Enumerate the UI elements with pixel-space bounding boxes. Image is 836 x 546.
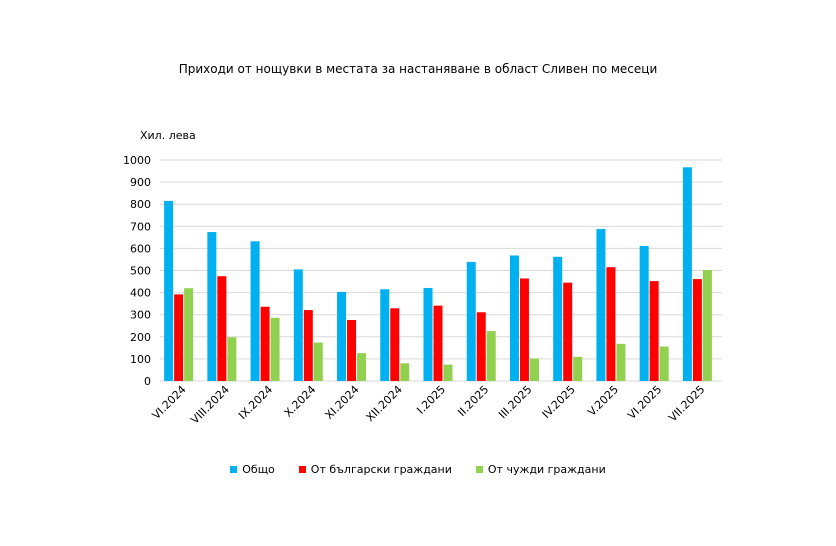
bar-2	[227, 337, 237, 381]
y-tick-label: 500	[130, 265, 151, 278]
x-tick-label: IX.2024	[236, 383, 275, 422]
bar-1	[519, 278, 529, 381]
bar-2	[573, 356, 583, 381]
legend-item: От чужди граждани	[475, 463, 606, 476]
y-tick-label: 900	[130, 176, 151, 189]
bar-2	[184, 288, 194, 381]
bar-0	[293, 269, 303, 381]
y-tick-label: 800	[130, 198, 151, 211]
bar-0	[207, 232, 217, 381]
bar-2	[702, 270, 712, 381]
y-tick-label: 1000	[123, 154, 151, 167]
bar-1	[606, 267, 616, 381]
bar-2	[270, 317, 280, 381]
bar-1	[217, 276, 227, 381]
bar-2	[313, 342, 323, 381]
y-tick-label: 600	[130, 242, 151, 255]
bar-0	[380, 289, 390, 381]
bar-2	[529, 358, 539, 381]
bar-1	[476, 312, 486, 381]
bar-2	[616, 343, 626, 381]
y-tick-label: 100	[130, 353, 151, 366]
x-tick-label: IV.2025	[540, 383, 578, 421]
bar-1	[692, 279, 702, 381]
y-tick-label: 400	[130, 287, 151, 300]
bar-0	[337, 291, 347, 381]
x-tick-label: VI.2024	[150, 383, 189, 422]
legend-item: Общо	[230, 463, 275, 476]
bar-0	[509, 255, 519, 381]
x-tick-label: XII.2024	[364, 383, 405, 424]
bar-1	[347, 320, 357, 381]
legend-item: От български граждани	[298, 463, 452, 476]
legend-label: От български граждани	[310, 463, 452, 476]
x-tick-label: VII.2025	[666, 383, 707, 424]
bar-0	[596, 228, 606, 381]
legend-label: От чужди граждани	[487, 463, 606, 476]
bar-1	[649, 281, 659, 381]
bar-1	[563, 282, 573, 381]
legend: Общо От български граждани От чужди гражда…	[0, 463, 836, 476]
bar-0	[639, 245, 649, 381]
y-tick-label: 200	[130, 331, 151, 344]
bar-2	[357, 353, 367, 381]
y-tick-label: 300	[130, 309, 151, 322]
x-tick-label: VI.2025	[625, 383, 664, 422]
bar-1	[174, 294, 184, 381]
x-tick-label: V.2025	[585, 383, 621, 419]
legend-label: Общо	[242, 463, 275, 476]
legend-swatch	[475, 466, 483, 473]
bar-2	[400, 363, 410, 381]
bar-0	[423, 287, 433, 381]
chart-title: Приходи от нощувки в местата за настаняв…	[178, 62, 658, 76]
bar-0	[250, 241, 260, 381]
bar-1	[260, 306, 270, 381]
y-axis-label: Хил. лева	[140, 129, 196, 142]
y-tick-label: 0	[144, 375, 151, 388]
legend-swatch	[230, 466, 238, 473]
bar-0	[553, 256, 563, 381]
bar-0	[164, 200, 174, 381]
x-tick-label: XI.2024	[323, 383, 362, 422]
bar-2	[443, 364, 453, 381]
x-tick-label: II.2025	[455, 383, 491, 419]
x-tick-label: I.2025	[414, 383, 448, 417]
bar-1	[433, 305, 443, 381]
bar-0	[466, 261, 476, 381]
bar-0	[682, 167, 692, 381]
x-tick-label: VIII.2024	[188, 383, 232, 427]
bar-2	[659, 346, 669, 381]
bar-2	[486, 331, 496, 381]
x-tick-label: X.2024	[282, 383, 319, 420]
bar-1	[303, 310, 313, 381]
legend-swatch	[298, 466, 306, 473]
x-tick-label: III.2025	[496, 383, 534, 421]
bar-1	[390, 308, 400, 381]
y-tick-label: 700	[130, 220, 151, 233]
